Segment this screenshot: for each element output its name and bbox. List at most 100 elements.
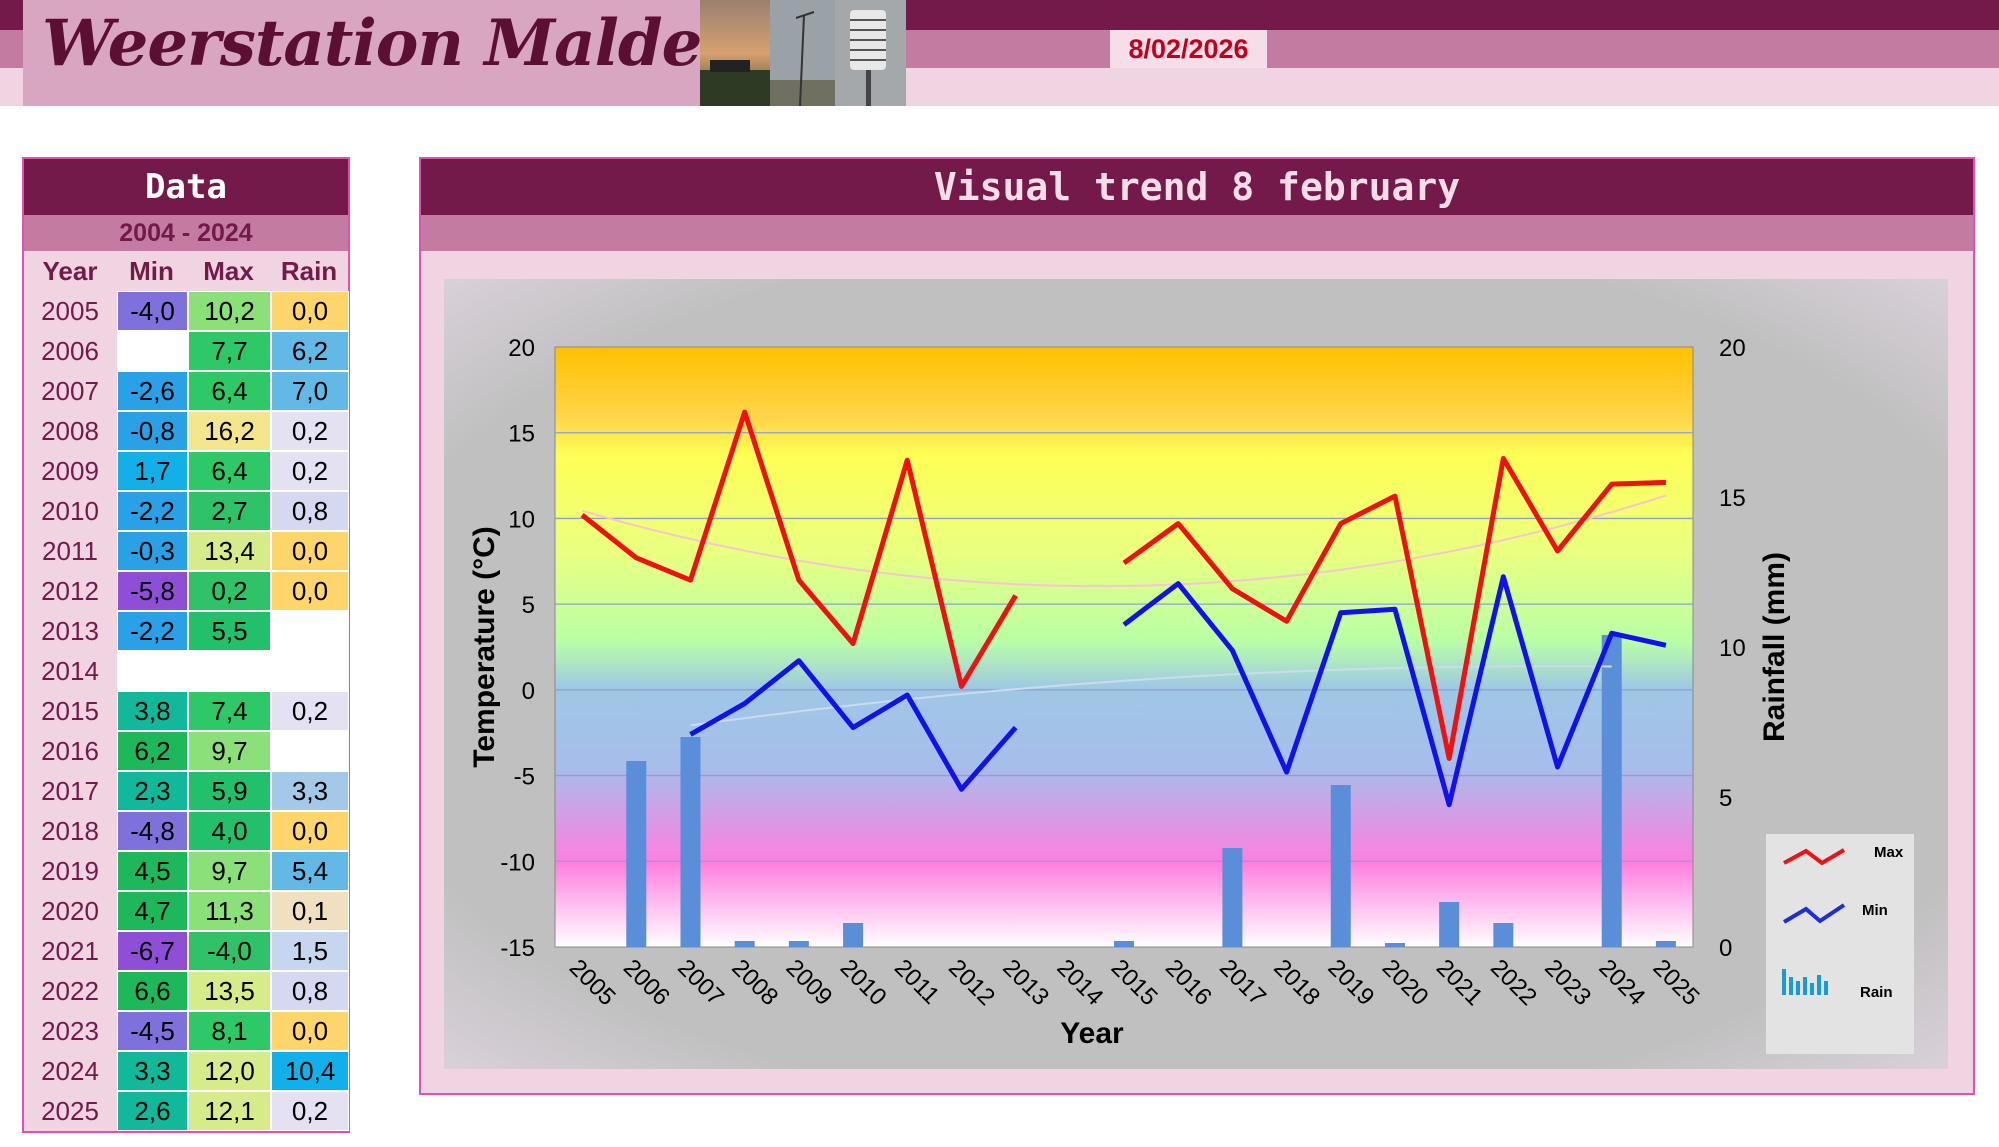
station-photo-2 xyxy=(770,0,835,106)
y2-tick-label: 20 xyxy=(1719,335,1746,362)
row-max: 7,7 xyxy=(188,331,271,371)
data-row: 2015 3,8 7,4 0,2 xyxy=(24,691,349,731)
row-min: -2,2 xyxy=(117,611,188,651)
row-min: -0,8 xyxy=(117,411,188,451)
min-line-segment xyxy=(689,658,1018,792)
y2-axis-ticks: 20 15 10 5 0 xyxy=(1719,335,1746,962)
y-tick-label: -15 xyxy=(500,935,535,962)
data-column-headers: Year Min Max Rain xyxy=(24,251,348,291)
row-max: -4,0 xyxy=(188,931,271,971)
row-rain: 7,0 xyxy=(271,371,349,411)
row-max: 10,2 xyxy=(188,291,271,331)
row-max: 12,1 xyxy=(188,1091,271,1131)
row-min: -4,0 xyxy=(117,291,188,331)
row-max: 6,4 xyxy=(188,451,271,491)
y-axis-title: Temperature (°C) xyxy=(468,526,501,767)
row-max: 2,7 xyxy=(188,491,271,531)
data-row: 2012 -5,8 0,2 0,0 xyxy=(24,571,349,611)
rain-bar xyxy=(734,941,755,947)
row-min xyxy=(117,651,188,691)
row-year: 2010 xyxy=(41,496,99,526)
row-min: 4,7 xyxy=(117,891,188,931)
row-rain xyxy=(271,651,349,691)
row-max: 9,7 xyxy=(188,731,271,771)
row-year: 2007 xyxy=(41,376,99,406)
data-row: 2018 -4,8 4,0 0,0 xyxy=(24,811,349,851)
row-max: 11,3 xyxy=(188,891,271,931)
row-year: 2014 xyxy=(41,656,99,686)
data-row: 2017 2,3 5,9 3,3 xyxy=(24,771,349,811)
row-min: -6,7 xyxy=(117,931,188,971)
legend-min-label: Min xyxy=(1862,902,1888,919)
data-row: 2020 4,7 11,3 0,1 xyxy=(24,891,349,931)
row-rain: 0,2 xyxy=(271,411,349,451)
chart-panel: Visual trend 8 february xyxy=(419,157,1975,1095)
row-year: 2022 xyxy=(41,976,99,1006)
row-year: 2024 xyxy=(41,1056,99,1086)
site-title[interactable]: Weerstation Malderen xyxy=(42,6,820,81)
legend-max-label: Max xyxy=(1874,844,1904,861)
y2-axis-title: Rainfall (mm) xyxy=(1758,552,1791,742)
row-max: 5,9 xyxy=(188,771,271,811)
max-temperature-line xyxy=(580,409,1666,761)
legend-box xyxy=(1766,834,1914,1054)
data-row: 2007 -2,6 6,4 7,0 xyxy=(24,371,349,411)
title-box xyxy=(23,0,700,106)
row-year: 2020 xyxy=(41,896,99,926)
plot-area xyxy=(554,346,1694,948)
data-period: 2004 - 2024 xyxy=(24,215,348,251)
row-year: 2015 xyxy=(41,696,99,726)
row-max: 0,2 xyxy=(188,571,271,611)
column-header-max: Max xyxy=(203,256,254,286)
row-min: 6,2 xyxy=(117,731,188,771)
y-tick-label: 0 xyxy=(522,678,535,705)
station-photo-1 xyxy=(700,0,770,106)
row-rain: 5,4 xyxy=(271,851,349,891)
max-trendline xyxy=(581,494,1667,588)
data-panel-title: Data xyxy=(24,159,348,215)
row-year: 2025 xyxy=(41,1096,99,1126)
chart-legend: Max Min Rain xyxy=(1766,834,1914,1054)
row-rain: 0,1 xyxy=(271,891,349,931)
max-line-segment xyxy=(580,409,1018,689)
row-year: 2009 xyxy=(41,456,99,486)
rain-bar xyxy=(680,737,701,947)
legend-max-swatch xyxy=(1783,848,1846,866)
row-max: 9,7 xyxy=(188,851,271,891)
y-tick-label: -5 xyxy=(514,764,535,791)
y-axis-ticks: 20 15 10 5 0 -5 -10 -15 xyxy=(500,335,535,962)
grid-lines xyxy=(555,432,1693,862)
row-max: 4,0 xyxy=(188,811,271,851)
rain-bar xyxy=(1330,785,1351,947)
column-header-min: Min xyxy=(129,256,174,286)
row-max: 13,5 xyxy=(188,971,271,1011)
y2-tick-label: 5 xyxy=(1719,785,1732,812)
legend-rain-label: Rain xyxy=(1860,984,1893,1001)
row-min: 2,6 xyxy=(117,1091,188,1131)
row-rain: 10,4 xyxy=(271,1051,349,1091)
rain-bar xyxy=(1114,941,1134,947)
rain-bar xyxy=(1493,923,1514,947)
y2-tick-label: 10 xyxy=(1719,635,1746,662)
row-max: 8,1 xyxy=(188,1011,271,1051)
row-max: 13,4 xyxy=(188,531,271,571)
data-row: 2006 7,7 6,2 xyxy=(24,331,349,371)
data-panel: Data 2004 - 2024 Year Min Max Rain 2005-… xyxy=(22,157,350,1133)
x-axis-title: Year xyxy=(1060,1017,1124,1050)
row-max: 5,5 xyxy=(188,611,271,651)
y-tick-label: 5 xyxy=(522,592,535,619)
row-year: 2011 xyxy=(42,536,98,566)
rain-bar xyxy=(626,761,647,947)
rain-bar xyxy=(1222,848,1243,947)
y-tick-label: -10 xyxy=(500,849,535,876)
data-row: 2013 -2,2 5,5 xyxy=(24,611,349,651)
data-row: 2016 6,2 9,7 xyxy=(24,731,349,771)
chart-panel-title: Visual trend 8 february xyxy=(421,159,1973,215)
row-rain xyxy=(271,611,349,651)
row-min: -2,2 xyxy=(117,491,188,531)
row-year: 2021 xyxy=(41,936,99,966)
row-rain: 0,2 xyxy=(271,691,349,731)
row-min: 6,6 xyxy=(117,971,188,1011)
row-year: 2008 xyxy=(41,416,99,446)
